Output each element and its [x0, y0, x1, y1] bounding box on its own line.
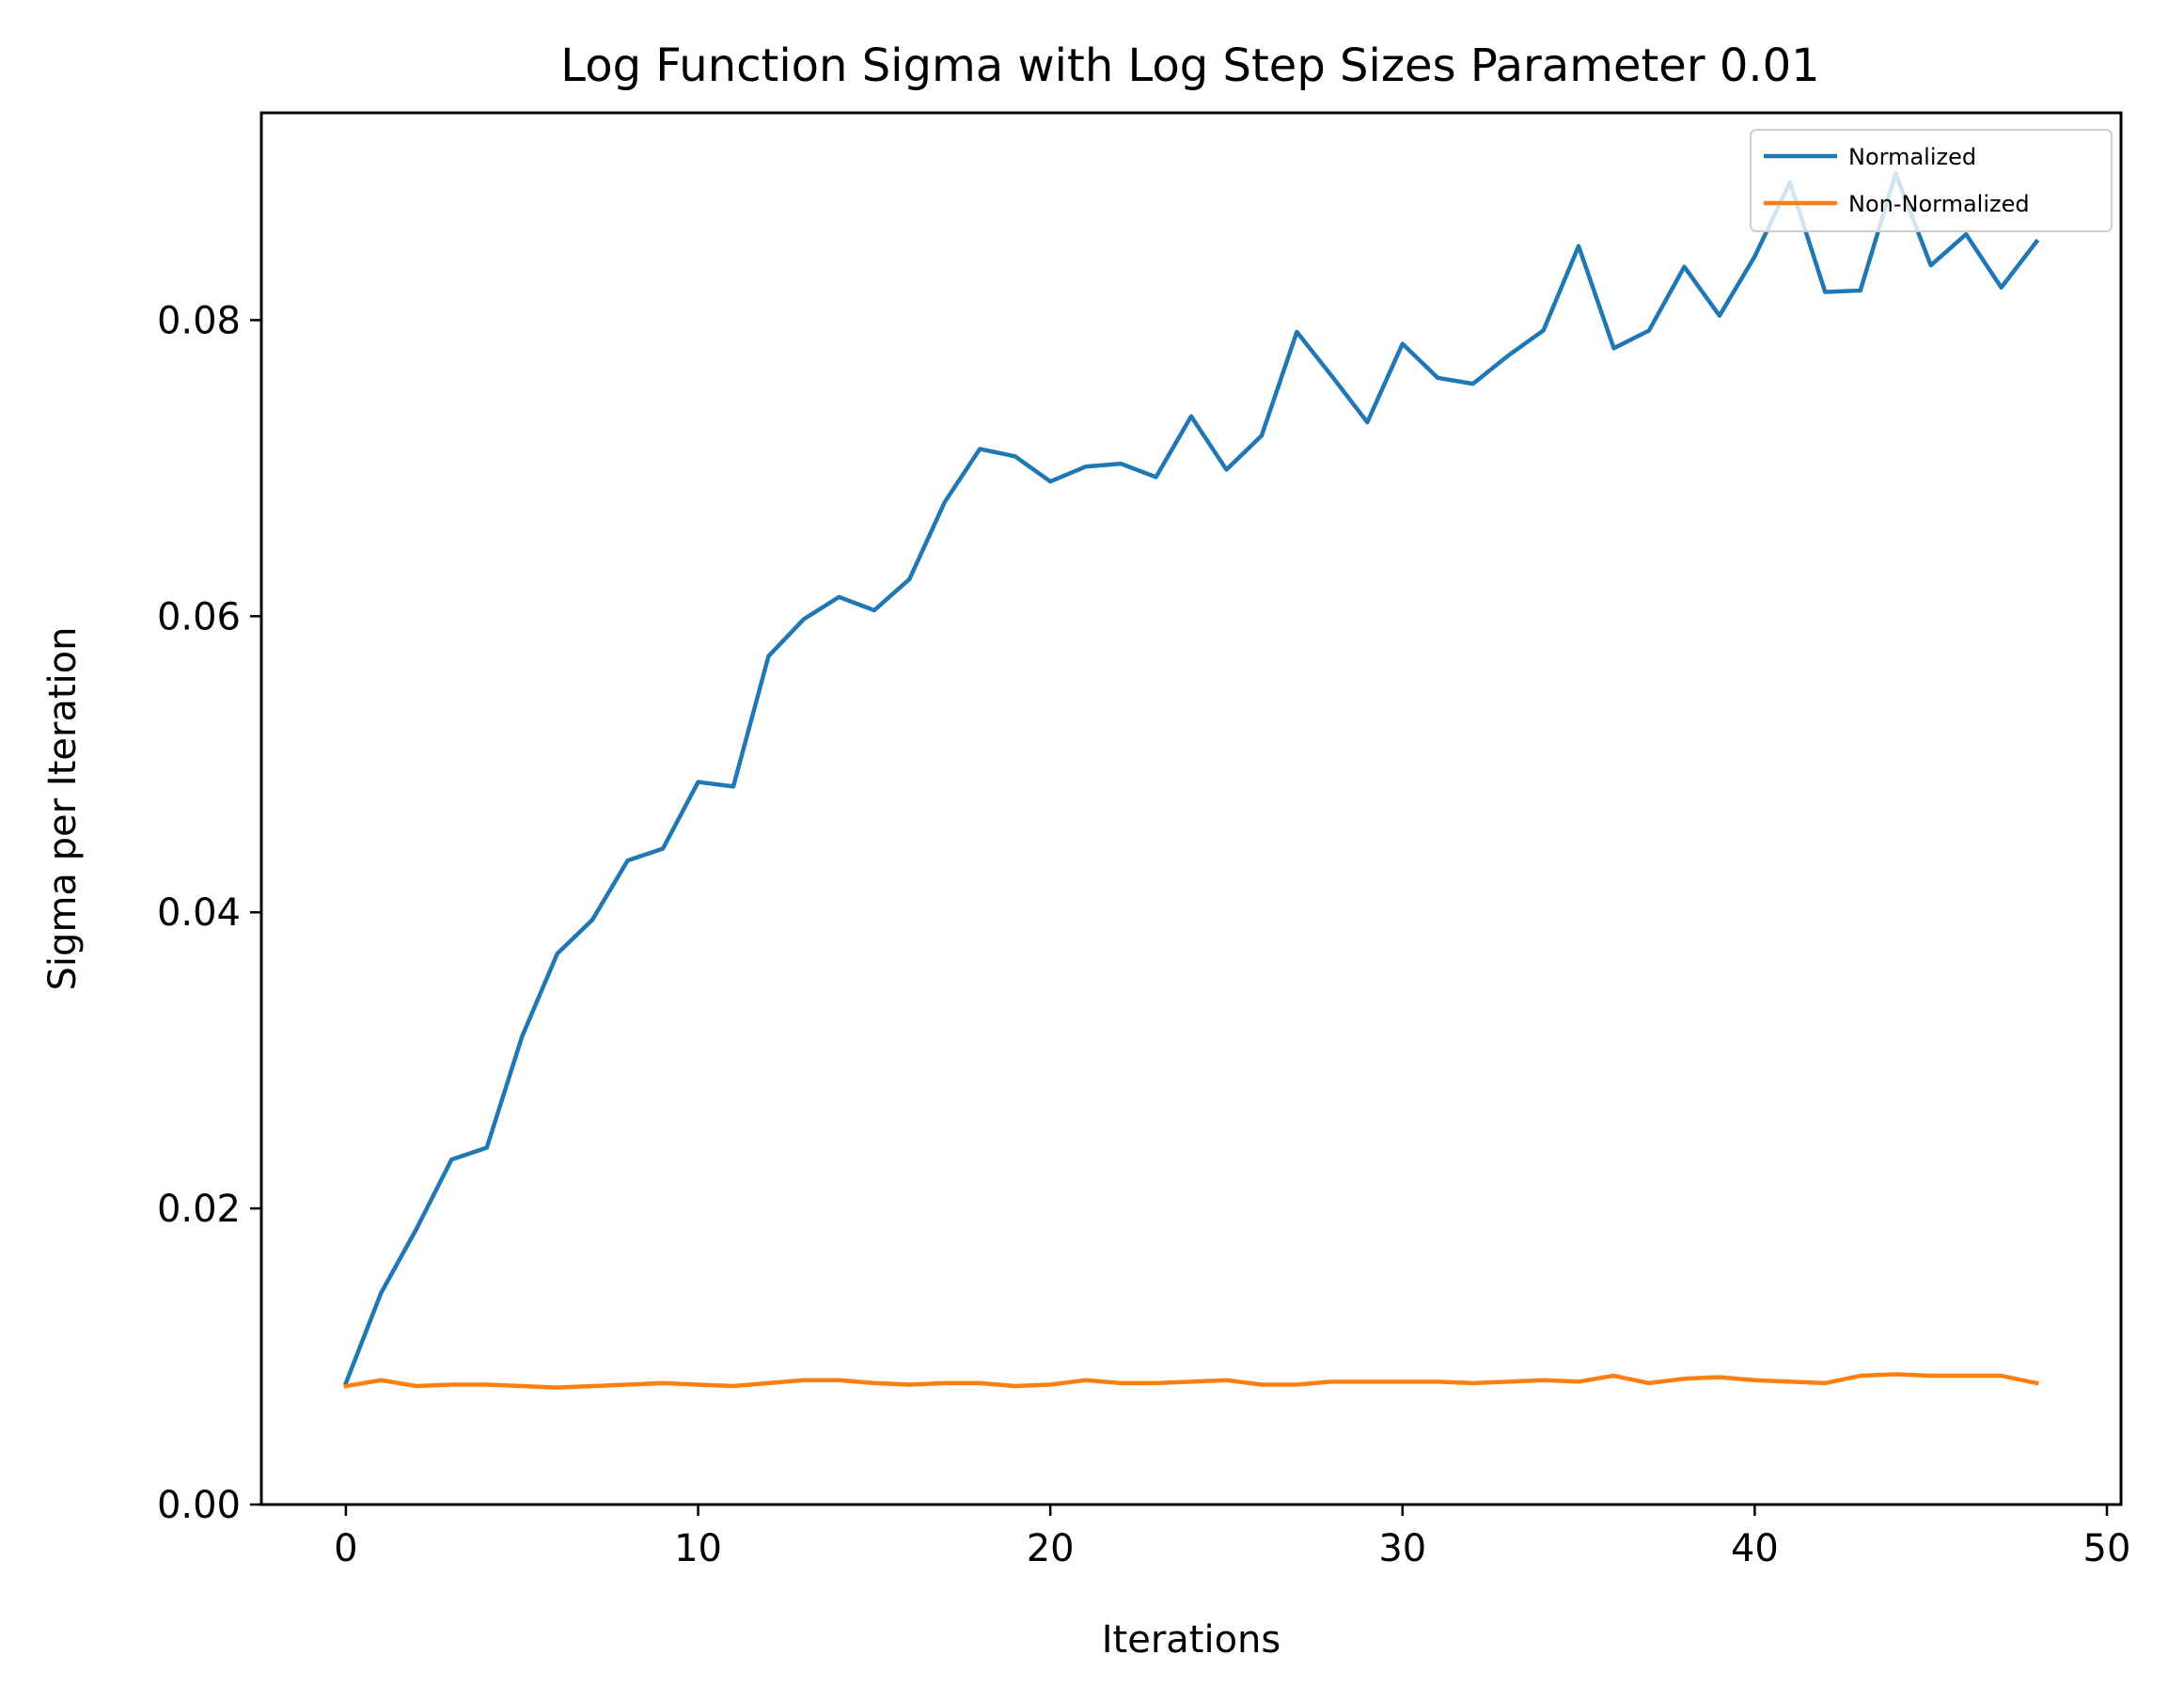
- y-tick-label: 0.08: [157, 299, 241, 342]
- legend-label-non-normalized: Non-Normalized: [1848, 191, 2030, 217]
- y-tick-label: 0.00: [157, 1484, 241, 1527]
- x-tick-label: 0: [334, 1527, 357, 1570]
- chart-title: Log Function Sigma with Log Step Sizes P…: [560, 39, 1819, 92]
- y-tick-label: 0.04: [157, 891, 241, 935]
- legend-label-normalized: Normalized: [1848, 144, 1976, 170]
- series-line-non-normalized: [343, 1372, 2039, 1390]
- x-tick-label: 50: [2083, 1527, 2131, 1570]
- x-axis-label: Iterations: [1102, 1618, 1281, 1662]
- y-axis-label: Sigma per Iteration: [41, 627, 85, 991]
- y-axis: 0.00 0.02 0.04 0.06 0.08: [157, 299, 261, 1527]
- x-tick-label: 30: [1378, 1527, 1426, 1570]
- x-axis: 0 10 20 30 40 50: [334, 1505, 2130, 1570]
- x-tick-label: 10: [674, 1527, 722, 1570]
- legend-box: [1750, 129, 2113, 232]
- plot-frame: [259, 111, 2123, 1506]
- y-tick-label: 0.06: [157, 595, 241, 638]
- plot-lines: [342, 171, 2040, 1390]
- y-tick-label: 0.02: [157, 1188, 241, 1231]
- x-tick-label: 40: [1731, 1527, 1779, 1570]
- x-tick-label: 20: [1027, 1527, 1075, 1570]
- series-line-normalized: [342, 171, 2040, 1386]
- legend: Normalized Non-Normalized: [1750, 129, 2113, 232]
